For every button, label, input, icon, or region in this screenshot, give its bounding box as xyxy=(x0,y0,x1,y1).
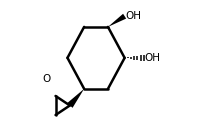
Text: OH: OH xyxy=(126,11,142,21)
Polygon shape xyxy=(67,89,84,108)
Text: O: O xyxy=(42,74,50,84)
Text: OH: OH xyxy=(145,53,161,63)
Polygon shape xyxy=(108,14,126,27)
